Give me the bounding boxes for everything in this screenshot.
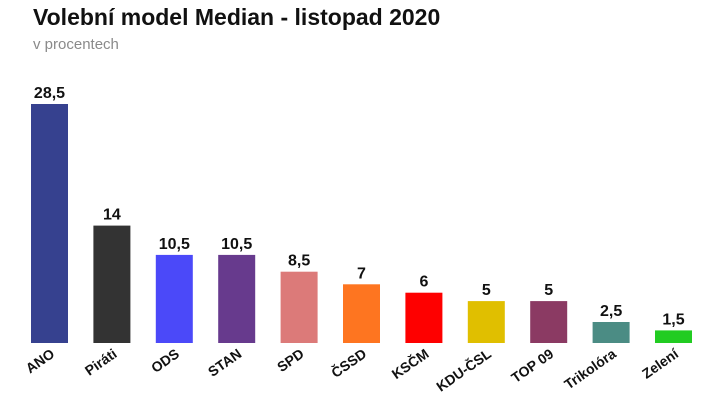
category-label-6: KSČM — [388, 345, 432, 383]
value-label-7: 5 — [482, 282, 491, 299]
value-label-2: 10,5 — [159, 236, 190, 253]
category-label-8: TOP 09 — [508, 345, 556, 386]
category-label-1: Piráti — [82, 345, 120, 378]
value-label-5: 7 — [357, 265, 366, 282]
value-label-8: 5 — [544, 282, 553, 299]
bar-7 — [467, 301, 505, 343]
bar-3 — [218, 254, 256, 343]
bar-9 — [592, 322, 630, 343]
category-label-7: KDU-ČSL — [433, 344, 495, 394]
category-label-2: ODS — [148, 345, 182, 376]
value-label-3: 10,5 — [221, 236, 252, 253]
chart-subtitle: v procentech — [33, 36, 119, 53]
bar-4 — [280, 271, 318, 343]
category-label-5: ČSSD — [328, 345, 370, 381]
value-label-0: 28,5 — [34, 85, 65, 102]
bar-2 — [155, 254, 193, 343]
category-label-4: SPD — [274, 345, 307, 375]
bar-0 — [31, 104, 68, 343]
bar-5 — [343, 284, 380, 343]
category-label-9: Trikolóra — [561, 345, 619, 392]
chart-title: Volební model Median - listopad 2020 — [33, 4, 441, 30]
value-label-6: 6 — [419, 274, 428, 291]
value-label-1: 14 — [103, 207, 121, 224]
category-label-3: STAN — [205, 345, 245, 379]
category-label-10: Zelení — [639, 345, 682, 382]
bar-10 — [655, 330, 692, 343]
bar-1 — [93, 225, 131, 343]
bar-6 — [405, 292, 443, 343]
category-label-0: ANO — [23, 345, 58, 376]
value-label-9: 2,5 — [600, 303, 622, 320]
value-label-4: 8,5 — [288, 253, 310, 270]
value-label-10: 1,5 — [662, 311, 684, 328]
bar-8 — [530, 301, 568, 343]
